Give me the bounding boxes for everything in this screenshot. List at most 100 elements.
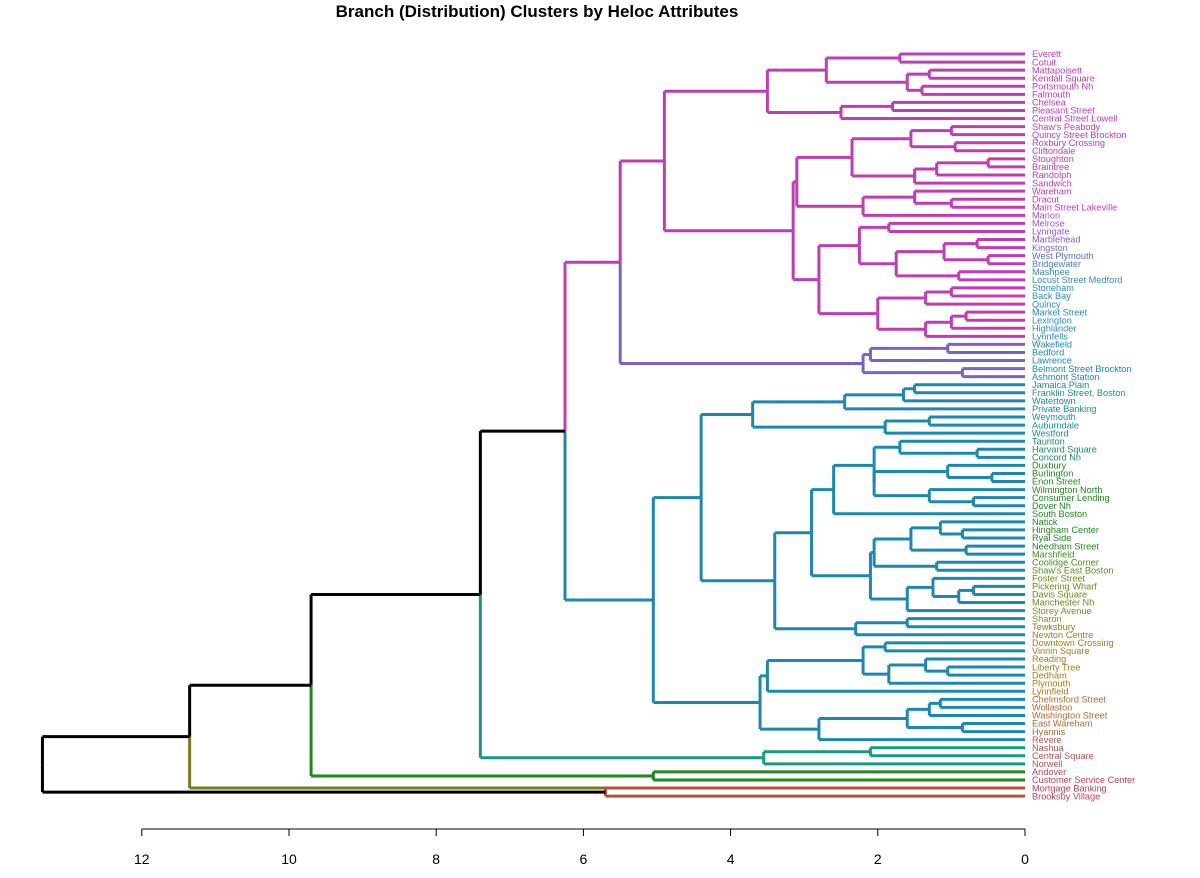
leaf-label: Wollaston bbox=[1032, 703, 1072, 713]
leaf-label: Lawrence bbox=[1032, 356, 1072, 366]
leaf-label: Highlander bbox=[1032, 323, 1076, 333]
leaf-label: Mortgage Banking bbox=[1032, 783, 1107, 793]
leaf-label: Vinnin Square bbox=[1032, 646, 1090, 656]
leaf-label: Pickering Wharf bbox=[1032, 582, 1097, 592]
leaf-label: Wilmington North bbox=[1032, 485, 1102, 495]
leaf-label: Main Street Lakeville bbox=[1032, 202, 1117, 212]
leaf-label: Ryal Side bbox=[1032, 533, 1071, 543]
leaf-label: Reading bbox=[1032, 654, 1066, 664]
leaf-label: Natick bbox=[1032, 517, 1058, 527]
leaf-label: Weymouth bbox=[1032, 412, 1076, 422]
leaf-label: Burlington bbox=[1032, 469, 1073, 479]
leaf-label: Davis Square bbox=[1032, 590, 1087, 600]
leaf-label: Foster Street bbox=[1032, 574, 1086, 584]
leaf-label: Coolidge Corner bbox=[1032, 557, 1099, 567]
leaf-label: Enon Street bbox=[1032, 477, 1081, 487]
leaf-label: Lynngate bbox=[1032, 227, 1069, 237]
x-tick-label: 4 bbox=[727, 851, 735, 867]
leaf-label: Braintree bbox=[1032, 162, 1069, 172]
leaf-label: Washington Street bbox=[1032, 711, 1108, 721]
leaf-label: Quincy Street Brockton bbox=[1032, 130, 1126, 140]
leaf-label: Stoughton bbox=[1032, 154, 1074, 164]
leaf-label: Consumer Lending bbox=[1032, 493, 1110, 503]
leaf-label: Lynnfield bbox=[1032, 686, 1068, 696]
leaf-label: Customer Service Center bbox=[1032, 775, 1135, 785]
leaf-label: Shaw's East Boston bbox=[1032, 565, 1113, 575]
leaf-label: Nashua bbox=[1032, 743, 1065, 753]
leaf-label: Wakefield bbox=[1032, 340, 1072, 350]
leaf-label: Everett bbox=[1032, 49, 1062, 59]
x-tick-label: 0 bbox=[1021, 851, 1029, 867]
leaf-label: Needham Street bbox=[1032, 541, 1099, 551]
leaf-label: East Wareham bbox=[1032, 719, 1093, 729]
leaf-label: Watertown bbox=[1032, 396, 1076, 406]
leaf-label: Melrose bbox=[1032, 219, 1065, 229]
leaf-label: Central Square bbox=[1032, 751, 1094, 761]
leaf-label: Belmont Street Brockton bbox=[1032, 364, 1132, 374]
leaf-label: Cliftondale bbox=[1032, 146, 1075, 156]
leaf-label: Brooksby Village bbox=[1032, 791, 1100, 801]
leaf-label: Marion bbox=[1032, 211, 1060, 221]
leaf-label: Chelmsford Street bbox=[1032, 695, 1106, 705]
leaf-label: Lynnfells bbox=[1032, 332, 1068, 342]
x-tick-label: 8 bbox=[432, 851, 440, 867]
leaf-label: Marblehead bbox=[1032, 235, 1081, 245]
leaf-label: Market Street bbox=[1032, 307, 1088, 317]
leaf-label: Sharon bbox=[1032, 614, 1062, 624]
leaf-label: Plymouth bbox=[1032, 678, 1070, 688]
leaf-label: Liberty Tree bbox=[1032, 662, 1081, 672]
leaf-label: Locust Street Medford bbox=[1032, 275, 1122, 285]
leaf-label: Manchester Nh bbox=[1032, 598, 1094, 608]
chart-title: Branch (Distribution) Clusters by Heloc … bbox=[335, 2, 739, 21]
leaf-label: Duxbury bbox=[1032, 461, 1067, 471]
leaf-label: South Boston bbox=[1032, 509, 1087, 519]
x-tick-label: 6 bbox=[580, 851, 588, 867]
leaf-label: Storey Avenue bbox=[1032, 606, 1092, 616]
leaf-label: Cotuit bbox=[1032, 57, 1056, 67]
leaf-label: Jamaica Plain bbox=[1032, 380, 1089, 390]
leaf-label: Concord Nh bbox=[1032, 453, 1081, 463]
x-tick-label: 2 bbox=[874, 851, 882, 867]
x-tick-label: 10 bbox=[281, 851, 297, 867]
leaf-label: Taunton bbox=[1032, 436, 1065, 446]
leaf-label: Dracut bbox=[1032, 194, 1060, 204]
leaf-label: Pleasant Street bbox=[1032, 106, 1095, 116]
leaf-label: Back Bay bbox=[1032, 291, 1071, 301]
leaf-label: Central Street Lowell bbox=[1032, 114, 1117, 124]
leaf-label: Westford bbox=[1032, 428, 1069, 438]
leaf-label: Randolph bbox=[1032, 170, 1071, 180]
leaf-label: Bedford bbox=[1032, 348, 1064, 358]
leaf-label: Revere bbox=[1032, 735, 1062, 745]
leaf-label: Mashpee bbox=[1032, 267, 1070, 277]
leaf-label: Quincy bbox=[1032, 299, 1061, 309]
leaf-label: Andover bbox=[1032, 767, 1066, 777]
leaf-label: Mattapoisett bbox=[1032, 65, 1082, 75]
leaf-label: Falmouth bbox=[1032, 90, 1070, 100]
leaf-label: Private Banking bbox=[1032, 404, 1096, 414]
leaf-label: Ashmont Station bbox=[1032, 372, 1099, 382]
leaf-label: Franklin Street, Boston bbox=[1032, 388, 1125, 398]
leaf-label: Kendall Square bbox=[1032, 73, 1095, 83]
leaf-label: Lexington bbox=[1032, 315, 1072, 325]
leaf-label: Harvard Square bbox=[1032, 444, 1097, 454]
leaf-label: Chelsea bbox=[1032, 98, 1067, 108]
leaf-label: Roxbury Crossing bbox=[1032, 138, 1105, 148]
leaf-label: Norwell bbox=[1032, 759, 1063, 769]
leaf-label: Newton Centre bbox=[1032, 630, 1093, 640]
leaf-label: Bridgewater bbox=[1032, 259, 1081, 269]
leaf-label: Auburndale bbox=[1032, 420, 1079, 430]
leaf-label: Stoneham bbox=[1032, 283, 1074, 293]
leaf-label: Dover Nh bbox=[1032, 501, 1071, 511]
leaf-label: Dedham bbox=[1032, 670, 1067, 680]
leaf-label: Portsmouth Nh bbox=[1032, 81, 1093, 91]
leaf-label: Downtown Crossing bbox=[1032, 638, 1114, 648]
leaf-label: Kingston bbox=[1032, 243, 1068, 253]
leaf-label: West Plymouth bbox=[1032, 251, 1094, 261]
leaf-label: Marshfield bbox=[1032, 549, 1074, 559]
leaf-label: Shaw's Peabody bbox=[1032, 122, 1101, 132]
x-tick-label: 12 bbox=[134, 851, 150, 867]
leaf-label: Tewksbury bbox=[1032, 622, 1076, 632]
leaf-label: Sandwich bbox=[1032, 178, 1072, 188]
leaf-label: Hingham Center bbox=[1032, 525, 1099, 535]
